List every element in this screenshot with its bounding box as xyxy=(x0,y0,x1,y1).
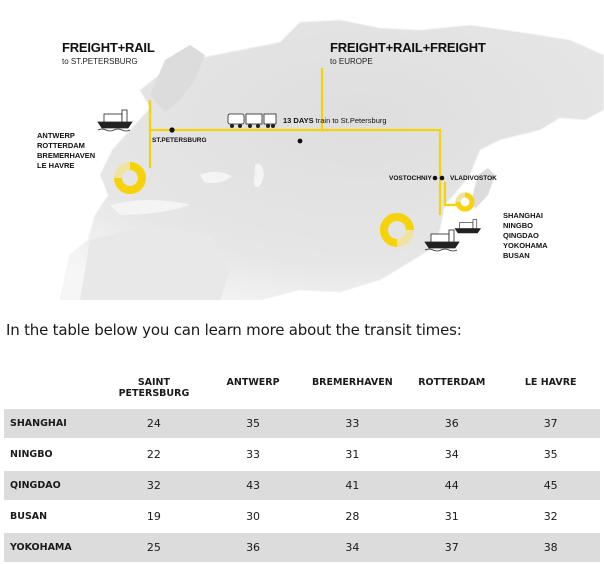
port-label: ANTWERP xyxy=(37,131,75,140)
route-europe-down xyxy=(148,100,172,132)
japan-islands xyxy=(470,168,495,208)
table-cell: 36 xyxy=(203,532,303,564)
table-cell: 32 xyxy=(501,501,600,533)
left-route-title: FREIGHT+RAIL xyxy=(62,40,155,55)
table-cell: 44 xyxy=(402,470,502,502)
scandinavia xyxy=(150,45,205,112)
right-route-subtitle: to EUROPE xyxy=(330,57,373,66)
vladivostok-dot xyxy=(439,175,445,181)
table-cell: 34 xyxy=(402,439,502,471)
column-header: ANTWERP xyxy=(226,377,280,388)
column-header: ROTTERDAM xyxy=(418,377,486,388)
left-route-subtitle: to ST.PETERSBURG xyxy=(62,57,138,66)
table-cell: 31 xyxy=(402,501,502,533)
table-row: NINGBO 22 33 31 34 35 xyxy=(4,439,600,471)
table-cell: 36 xyxy=(402,409,502,440)
caspian-sea xyxy=(254,163,264,188)
asian-ports-list: SHANGHAI NINGBO QINGDAO YOKOHAMA BUSAN xyxy=(503,211,548,261)
vladivostok-label: VLADIVOSTOK xyxy=(450,175,497,182)
port-label: NINGBO xyxy=(503,221,533,230)
row-header: BUSAN xyxy=(4,501,105,533)
route-lines xyxy=(148,68,458,215)
moscow-dot xyxy=(297,138,303,144)
table-cell: 33 xyxy=(203,439,303,471)
mediterranean-sea xyxy=(110,200,190,215)
route-map: FREIGHT+RAIL to ST.PETERSBURG FREIGHT+RA… xyxy=(37,19,604,300)
table-cell: 33 xyxy=(302,409,403,440)
table-cell: 35 xyxy=(501,439,600,471)
black-sea xyxy=(200,171,232,184)
africa-landmass xyxy=(80,225,230,300)
port-label: LE HAVRE xyxy=(37,161,75,170)
right-route-title: FREIGHT+RAIL+FREIGHT xyxy=(330,40,486,55)
port-label: BREMERHAVEN xyxy=(37,151,96,160)
table-cell: 34 xyxy=(302,532,403,564)
table-row: BUSAN 19 30 28 31 32 xyxy=(4,501,600,533)
intro-text: In the table below you can learn more ab… xyxy=(6,321,462,339)
european-ports-list: ANTWERP ROTTERDAM BREMERHAVEN LE HAVRE xyxy=(37,131,95,171)
table-cell: 37 xyxy=(501,409,600,440)
table-cell: 22 xyxy=(104,439,204,471)
table-cell: 38 xyxy=(501,532,600,564)
vostochniy-dot xyxy=(432,175,438,181)
ship-icon xyxy=(424,229,460,252)
column-header: BREMERHAVEN xyxy=(311,377,393,388)
table-cell: 37 xyxy=(402,532,502,564)
table-cell: 35 xyxy=(203,409,303,440)
table-row: QINGDAO 32 43 41 44 45 xyxy=(4,470,600,502)
route-train xyxy=(172,128,442,178)
route-japan xyxy=(443,182,458,207)
table-cell: 41 xyxy=(302,470,403,502)
ship-icon xyxy=(454,219,482,234)
table-cell: 24 xyxy=(104,409,204,440)
port-label: ROTTERDAM xyxy=(37,141,85,150)
port-label: BUSAN xyxy=(503,251,530,260)
row-header: NINGBO xyxy=(4,439,105,471)
world-map-graphic xyxy=(59,19,604,300)
row-header: SHANGHAI xyxy=(4,409,105,440)
asia-port-ring xyxy=(380,213,414,247)
japan-port-ring xyxy=(455,192,475,212)
stpetersburg-dot xyxy=(169,127,175,133)
train-icon xyxy=(227,113,277,128)
table-cell: 28 xyxy=(302,501,403,533)
column-header: SAINT PETERSBURG xyxy=(118,377,190,399)
port-label: SHANGHAI xyxy=(503,211,544,220)
row-header: QINGDAO xyxy=(4,470,105,502)
vostochniy-label: VOSTOCHNIY xyxy=(389,175,432,182)
port-label: YOKOHAMA xyxy=(503,241,548,250)
ship-icon xyxy=(97,109,133,132)
table-cell: 43 xyxy=(203,470,303,502)
transit-times-table: SAINT PETERSBURG ANTWERP BREMERHAVEN ROT… xyxy=(4,377,600,564)
train-caption: 13 DAYS train to St.Petersburg xyxy=(283,116,387,125)
port-label: QINGDAO xyxy=(503,231,539,240)
table-cell: 19 xyxy=(104,501,204,533)
table-cell: 45 xyxy=(501,470,600,502)
table-cell: 30 xyxy=(203,501,303,533)
table-row: YOKOHAMA 25 36 34 37 38 xyxy=(4,532,600,564)
column-header: LE HAVRE xyxy=(524,377,577,388)
table-corner xyxy=(4,377,104,409)
table-cell: 32 xyxy=(104,470,204,502)
table-row: SHANGHAI 24 35 33 36 37 xyxy=(4,409,600,440)
row-header: YOKOHAMA xyxy=(4,532,105,564)
table-cell: 31 xyxy=(302,439,403,471)
stpetersburg-label: ST.PETERSBURG xyxy=(152,137,207,144)
europe-port-ring xyxy=(114,162,146,194)
table-header-row: SAINT PETERSBURG ANTWERP BREMERHAVEN ROT… xyxy=(4,377,600,409)
table-cell: 25 xyxy=(104,532,204,564)
train-days: 13 DAYS xyxy=(283,116,314,125)
train-text: train to St.Petersburg xyxy=(315,116,387,125)
